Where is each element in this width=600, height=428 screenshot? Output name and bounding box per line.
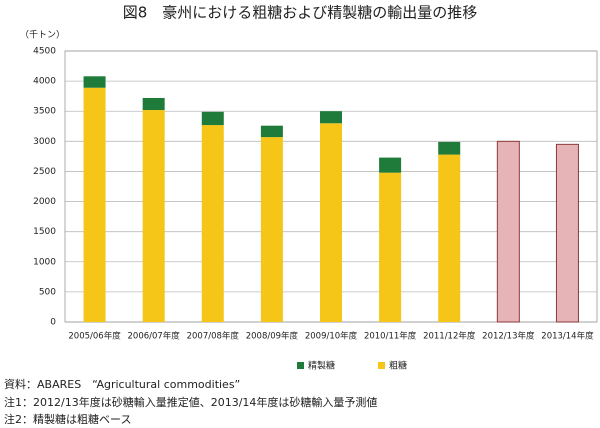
x-tick-label: 2012/13年度	[482, 331, 535, 342]
note: 注1：2012/13年度は砂糖輸入量推定値、2013/14年度は砂糖輸入量予測値	[4, 395, 377, 409]
bar	[379, 172, 402, 322]
legend-label: 精製糖	[308, 360, 335, 372]
x-tick-label: 2011/12年度	[423, 331, 476, 342]
x-tick-label: 2010/11年度	[364, 331, 417, 342]
x-tick-label: 2005/06年度	[68, 331, 121, 342]
bar	[555, 143, 579, 323]
bar	[496, 140, 520, 323]
legend-swatch	[297, 362, 304, 369]
y-tick-label: 4500	[33, 47, 56, 57]
y-tick-label: 0	[50, 318, 56, 328]
x-tick-label: 2008/09年度	[246, 331, 299, 342]
note: 資料：ABARES “Agricultural commodities”	[4, 377, 240, 391]
bar	[320, 123, 342, 323]
legend-swatch	[378, 362, 385, 369]
note: 注2：精製糖は粗糖ベース	[4, 412, 131, 424]
x-tick-label: 2006/07年度	[128, 331, 181, 342]
bar	[83, 87, 106, 322]
bar	[142, 110, 165, 322]
bar	[201, 111, 224, 126]
y-tick-label: 3000	[33, 137, 56, 147]
y-unit: （千トン）	[20, 30, 65, 41]
bar	[438, 154, 461, 322]
bar	[260, 125, 283, 138]
chart-title: 図8 豪州における粗糖および精製糖の輸出量の推移	[123, 4, 478, 22]
bar	[379, 157, 402, 173]
bar	[320, 111, 342, 124]
y-tick-label: 3500	[33, 107, 56, 117]
y-tick-label: 1000	[33, 257, 56, 267]
bar	[260, 137, 283, 322]
y-tick-label: 2000	[33, 197, 56, 207]
x-tick-label: 2007/08年度	[187, 331, 240, 342]
y-tick-label: 1500	[33, 227, 56, 237]
bar	[142, 97, 165, 111]
x-tick-label: 2013/14年度	[541, 331, 594, 342]
y-tick-label: 2500	[33, 167, 56, 177]
bar	[438, 141, 461, 155]
bar	[83, 76, 106, 88]
bar	[201, 125, 224, 322]
y-tick-label: 500	[39, 287, 56, 297]
y-tick-label: 4000	[33, 77, 56, 87]
legend-label: 粗糖	[389, 360, 407, 372]
x-tick-label: 2009/10年度	[305, 331, 358, 342]
